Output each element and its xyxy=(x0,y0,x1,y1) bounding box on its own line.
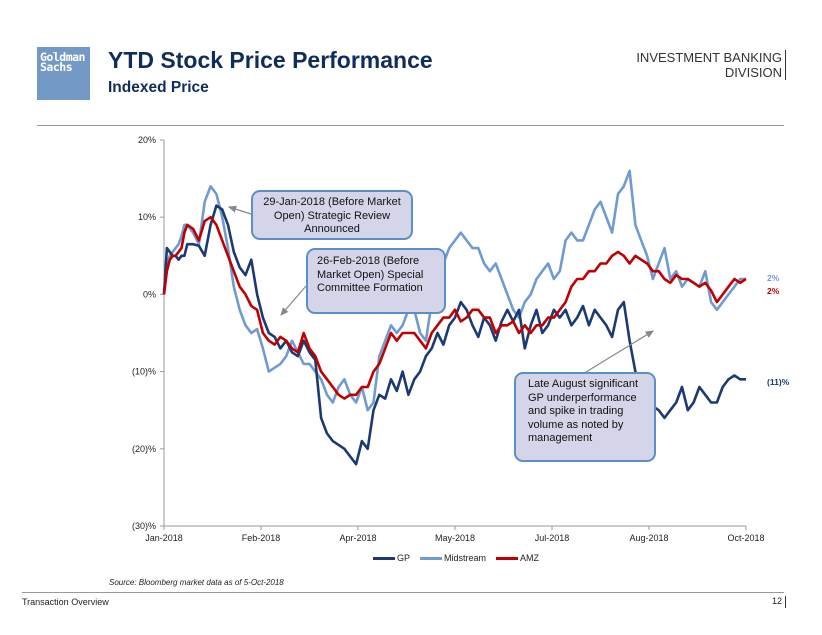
x-tick-label: Jan-2018 xyxy=(145,533,183,543)
end-label-gp: (11)% xyxy=(767,377,790,387)
legend-label-midstream: Midstream xyxy=(444,553,487,563)
page-title: YTD Stock Price Performance xyxy=(108,47,433,73)
legend-label-amz: AMZ xyxy=(520,553,540,563)
page-number: 12 xyxy=(772,596,786,608)
callout-late-august-text: Late August significant GP underperforma… xyxy=(528,378,639,444)
y-tick-label: (20)% xyxy=(132,444,156,454)
x-tick-label: Feb-2018 xyxy=(242,533,281,543)
y-tick-label: (30)% xyxy=(132,521,156,531)
legend-swatch-gp xyxy=(373,556,395,560)
callout-special-committee: 26-Feb-2018 (Before Market Open) Special… xyxy=(306,248,446,314)
y-tick-label: 10% xyxy=(138,212,156,222)
x-tick-label: Apr-2018 xyxy=(339,533,376,543)
legend-item-midstream: Midstream xyxy=(420,553,486,563)
header-divider xyxy=(37,125,784,126)
legend-swatch-midstream xyxy=(420,556,443,560)
legend-label-gp: GP xyxy=(397,553,411,563)
callout-special-committee-text: 26-Feb-2018 (Before Market Open) Special… xyxy=(317,255,424,294)
page-subtitle: Indexed Price xyxy=(108,79,209,96)
source-note: Source: Bloomberg market data as of 5-Oc… xyxy=(109,578,284,587)
chart-legend: GP Midstream AMZ xyxy=(373,553,549,563)
y-tick-label: (10)% xyxy=(132,367,156,377)
y-tick-label: 20% xyxy=(138,135,156,145)
division-line-2: DIVISION xyxy=(724,65,782,80)
arrow-special-committee xyxy=(280,285,307,316)
chart-axes: 20% 10% 0% (10)% (20)% (30)% Jan-2018 Feb-2018 A… xyxy=(132,135,765,543)
callout-strategic-review: 29-Jan-2018 (Before Market Open) Strateg… xyxy=(251,190,413,240)
legend-swatch-amz xyxy=(496,556,519,560)
legend-item-amz: AMZ xyxy=(496,553,539,563)
callout-strategic-review-text: 29-Jan-2018 (Before Market Open) Strateg… xyxy=(263,196,401,235)
footer-divider xyxy=(22,592,784,593)
series-line-gp xyxy=(162,204,746,466)
arrow-late-august xyxy=(585,330,655,373)
division-label: INVESTMENT BANKING DIVISION xyxy=(636,50,786,80)
series-line-amz xyxy=(162,215,747,400)
callout-late-august: Late August significant GP underperforma… xyxy=(514,372,656,462)
goldman-sachs-logo: Goldman Sachs xyxy=(37,47,90,100)
legend-item-gp: GP xyxy=(373,553,410,563)
x-tick-label: May-2018 xyxy=(435,533,475,543)
y-tick-label: 0% xyxy=(143,289,156,299)
end-label-amz: 2% xyxy=(767,286,780,296)
x-tick-label: Jul-2018 xyxy=(535,533,570,543)
end-label-midstream: 2% xyxy=(767,273,780,283)
x-tick-label: Oct-2018 xyxy=(727,533,764,543)
logo-line-1: Goldman xyxy=(40,50,85,64)
callout-arrows xyxy=(227,205,655,373)
x-tick-label: Aug-2018 xyxy=(629,533,668,543)
arrow-strategic-review xyxy=(227,205,252,215)
footer-section: Transaction Overview xyxy=(22,597,109,607)
logo-line-2: Sachs xyxy=(40,60,73,74)
division-line-1: INVESTMENT BANKING xyxy=(636,50,782,65)
